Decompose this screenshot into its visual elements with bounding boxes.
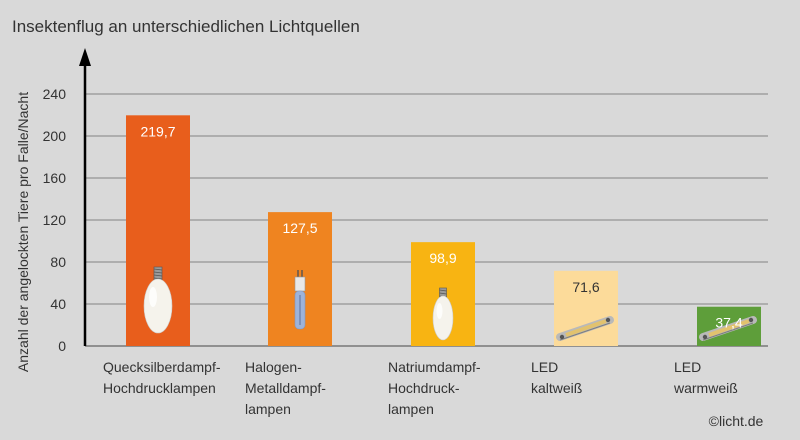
y-tick-labels: 0 40 80 120 160 200 240 bbox=[43, 86, 67, 354]
category-label: Halogen-Metalldampf-lampen bbox=[245, 359, 326, 417]
value-label: 37,4 bbox=[715, 315, 742, 331]
y-axis-arrow bbox=[79, 48, 91, 66]
y-tick-label: 240 bbox=[43, 86, 67, 102]
value-label: 71,6 bbox=[572, 279, 599, 295]
mercury-lamp-icon bbox=[143, 266, 173, 334]
lamp-icons bbox=[143, 266, 757, 341]
chart-title: Insektenflug an unterschiedlichen Lichtq… bbox=[12, 17, 360, 36]
value-label: 219,7 bbox=[140, 123, 175, 139]
y-tick-label: 0 bbox=[58, 338, 66, 354]
category-label: Quecksilberdampf-Hochdrucklampen bbox=[103, 359, 221, 396]
value-label: 127,5 bbox=[282, 220, 317, 236]
y-tick-label: 80 bbox=[50, 254, 66, 270]
category-label: Natriumdampf-Hochdruck-lampen bbox=[388, 359, 481, 417]
halogen-metal-lamp-icon bbox=[294, 270, 306, 330]
y-tick-label: 160 bbox=[43, 170, 67, 186]
y-tick-label: 200 bbox=[43, 128, 67, 144]
led-strip-icon bbox=[556, 316, 614, 341]
copyright: ©licht.de bbox=[709, 413, 764, 429]
value-labels: 219,7 127,5 98,9 71,6 37,4 bbox=[140, 123, 742, 330]
y-axis-title: Anzahl der angelockten Tiere pro Falle/N… bbox=[15, 92, 31, 372]
category-label: LED warmweiß bbox=[673, 359, 738, 396]
category-label: LED kaltweiß bbox=[531, 359, 582, 396]
y-tick-label: 120 bbox=[43, 212, 67, 228]
sodium-lamp-icon bbox=[432, 287, 454, 341]
y-tick-label: 40 bbox=[50, 296, 66, 312]
led-strip-icon bbox=[699, 316, 757, 341]
value-label: 98,9 bbox=[429, 250, 456, 266]
category-labels: Quecksilberdampf-Hochdrucklampen Halogen-… bbox=[103, 359, 738, 417]
